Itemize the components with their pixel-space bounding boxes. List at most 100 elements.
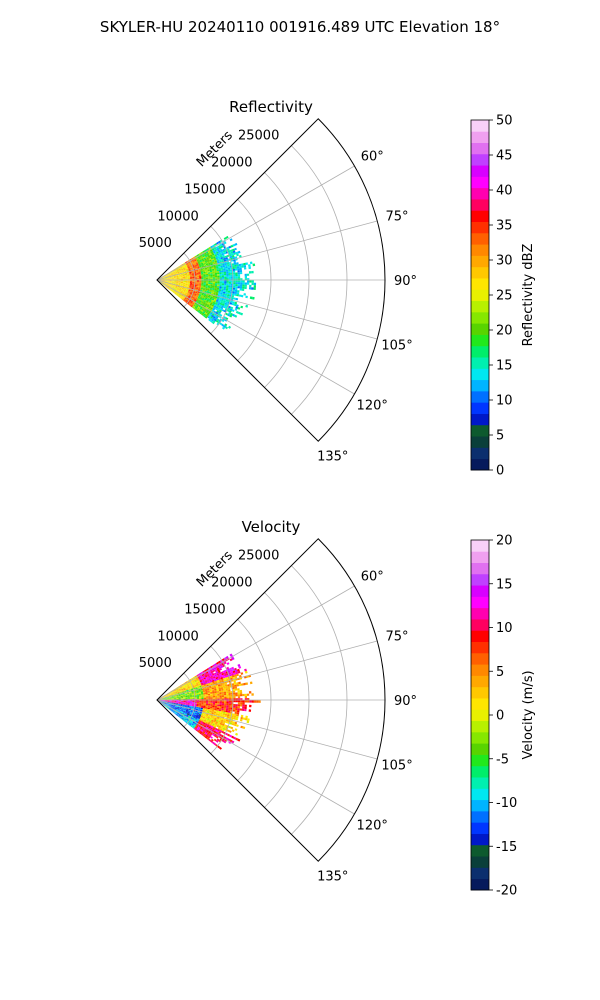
radar-gate-cell (233, 284, 236, 286)
radar-gate-cell (176, 282, 179, 283)
radar-gate-cell (210, 693, 213, 695)
colorbar-swatch (471, 720, 489, 733)
radar-gate-cell (219, 309, 222, 313)
radar-gate-cell (182, 705, 185, 707)
radar-gate-cell (215, 701, 218, 704)
radar-gate-cell (228, 245, 232, 249)
radar-gate-cell (210, 675, 213, 678)
radar-gate-cell (171, 694, 174, 696)
radar-gate-cell (196, 713, 200, 716)
radar-gate-cell (171, 697, 174, 698)
radar-gate-cell (205, 261, 208, 263)
colorbar-tick-label: -20 (496, 884, 517, 899)
radar-gate-cell (167, 698, 170, 700)
radar-gate-cell (200, 262, 204, 265)
radar-gate-cell (181, 290, 184, 292)
radar-gate-cell (207, 707, 210, 710)
radar-gate-cell (206, 305, 209, 308)
radar-gate-cell (212, 701, 216, 703)
radar-gate-cell (182, 693, 185, 695)
radar-gate-cell (211, 741, 215, 745)
radar-gate-cell (161, 703, 164, 705)
radar-gate-cell (194, 255, 198, 258)
radar-gate-cell (182, 291, 186, 294)
radar-gate-cell (213, 267, 217, 269)
radar-gate-cell (181, 683, 184, 686)
radar-gate-cell (219, 286, 222, 289)
radar-gate-cell (186, 692, 190, 694)
radar-gate-cell (176, 269, 179, 271)
radar-gate-cell (200, 706, 204, 709)
radar-gate-cell (170, 284, 174, 286)
radar-gate-cell (184, 287, 187, 289)
radar-gate-cell (239, 689, 243, 693)
radar-gate-cell (187, 697, 190, 699)
radar-gate-cell (185, 715, 189, 718)
radar-gate-cell (207, 689, 210, 692)
radar-gate-cell (214, 297, 217, 300)
radar-gate-cell (182, 292, 185, 294)
colorbar-swatch (471, 165, 489, 177)
radar-gate-cell (176, 713, 179, 716)
radar-gate-cell (194, 265, 197, 267)
radar-gate-cell (196, 284, 199, 286)
radar-gate-cell (164, 698, 168, 700)
radar-gate-cell (193, 727, 197, 731)
radar-gate-cell (208, 701, 211, 703)
radar-gate-cell (173, 283, 176, 285)
radar-gate-cell (183, 275, 186, 277)
radar-gate-cell (225, 678, 229, 682)
radar-gate-cell (172, 271, 175, 273)
radar-gate-cell (203, 285, 206, 288)
radar-gate-cell (212, 275, 216, 278)
radar-gate-cell (181, 288, 184, 291)
radar-gate-cell (227, 292, 230, 295)
radar-gate-cell (217, 674, 220, 677)
radar-gate-cell (196, 283, 200, 285)
radar-gate-cell (224, 281, 227, 284)
radar-gate-cell (208, 714, 211, 717)
radar-gate-cell (162, 700, 165, 702)
radar-gate-cell (217, 303, 220, 306)
radar-gate-cell (176, 709, 179, 711)
radar-gate-cell (184, 288, 187, 290)
radar-gate-cell (214, 663, 217, 666)
radar-gate-cell (240, 716, 243, 720)
radar-gate-cell (196, 265, 200, 267)
radar-gate-cell (173, 693, 176, 695)
radar-gate-cell (173, 285, 176, 287)
radar-gate-cell (174, 690, 177, 693)
radar-gate-cell (200, 257, 204, 260)
radar-gate-cell (164, 276, 167, 278)
radar-gate-cell (189, 283, 193, 285)
radar-gate-cell (200, 676, 203, 679)
radar-gate-cell (198, 728, 202, 731)
radar-gate-cell (192, 276, 195, 278)
radar-gate-cell (192, 701, 195, 702)
radar-gate-cell (173, 269, 177, 271)
colorbar-swatch (471, 244, 489, 256)
radar-gate-cell (198, 270, 201, 272)
radar-gate-cell (184, 712, 188, 715)
radar-gate-cell (227, 267, 231, 270)
radar-gate-cell (185, 274, 188, 276)
radar-gate-cell (210, 705, 213, 707)
radar-gate-cell (208, 695, 211, 697)
radar-gate-cell (222, 254, 225, 257)
radar-gate-cell (208, 294, 211, 297)
radar-gate-cell (221, 693, 225, 696)
radar-gate-cell (191, 692, 195, 695)
radar-gate-cell (160, 697, 163, 699)
radar-gate-cell (210, 722, 213, 725)
radar-gate-cell (176, 282, 179, 284)
radar-gate-cell (178, 276, 181, 277)
radar-gate-cell (174, 707, 177, 709)
radar-gate-cell (212, 285, 215, 288)
radar-gate-cell (184, 706, 187, 708)
radar-gate-cell (214, 724, 217, 727)
radar-gate-cell (210, 305, 214, 309)
radar-gate-cell (167, 706, 170, 709)
radar-gate-cell (219, 255, 223, 258)
radar-gate-cell (214, 691, 217, 694)
radar-gate-cell (217, 307, 221, 310)
